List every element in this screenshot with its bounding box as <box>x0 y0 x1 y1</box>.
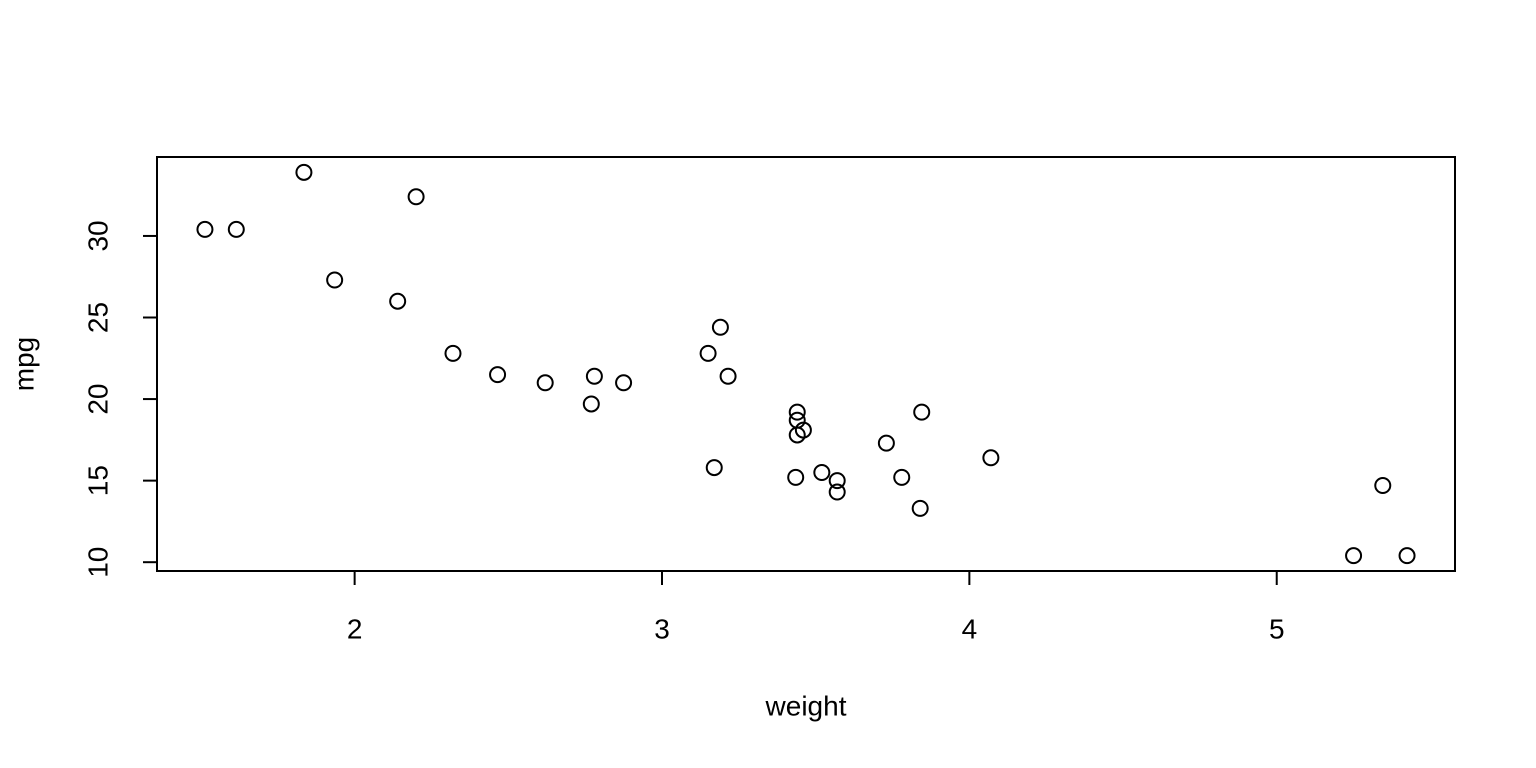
point <box>489 366 507 384</box>
point <box>813 463 831 481</box>
point <box>719 367 737 385</box>
x-tick-label: 5 <box>1269 613 1285 644</box>
point <box>705 459 723 477</box>
point <box>982 449 1000 467</box>
point <box>1374 477 1392 495</box>
point <box>585 367 603 385</box>
point <box>407 188 425 206</box>
point <box>877 434 895 452</box>
x-tick-label: 3 <box>654 613 670 644</box>
point <box>295 163 313 181</box>
point <box>893 468 911 486</box>
point <box>1398 547 1416 565</box>
point <box>711 318 729 336</box>
point <box>699 344 717 362</box>
y-tick-label: 25 <box>82 302 113 333</box>
x-tick-label: 4 <box>962 613 978 644</box>
point <box>788 426 806 444</box>
x-axis-label: weight <box>765 690 847 721</box>
point <box>615 374 633 392</box>
point <box>536 374 554 392</box>
point <box>227 220 245 238</box>
point <box>1345 547 1363 565</box>
y-tick-label: 10 <box>82 547 113 578</box>
point <box>913 403 931 421</box>
y-axis-label: mpg <box>8 337 39 391</box>
point <box>582 395 600 413</box>
point <box>828 483 846 501</box>
point <box>828 472 846 490</box>
point <box>389 292 407 310</box>
point <box>911 499 929 517</box>
point <box>788 403 806 421</box>
point <box>196 220 214 238</box>
plot-box <box>156 156 1456 572</box>
y-tick-label: 15 <box>82 465 113 496</box>
point <box>326 271 344 289</box>
y-tick-label: 20 <box>82 383 113 414</box>
y-tick-label: 30 <box>82 220 113 251</box>
point <box>444 344 462 362</box>
point <box>787 468 805 486</box>
x-tick-label: 2 <box>347 613 363 644</box>
